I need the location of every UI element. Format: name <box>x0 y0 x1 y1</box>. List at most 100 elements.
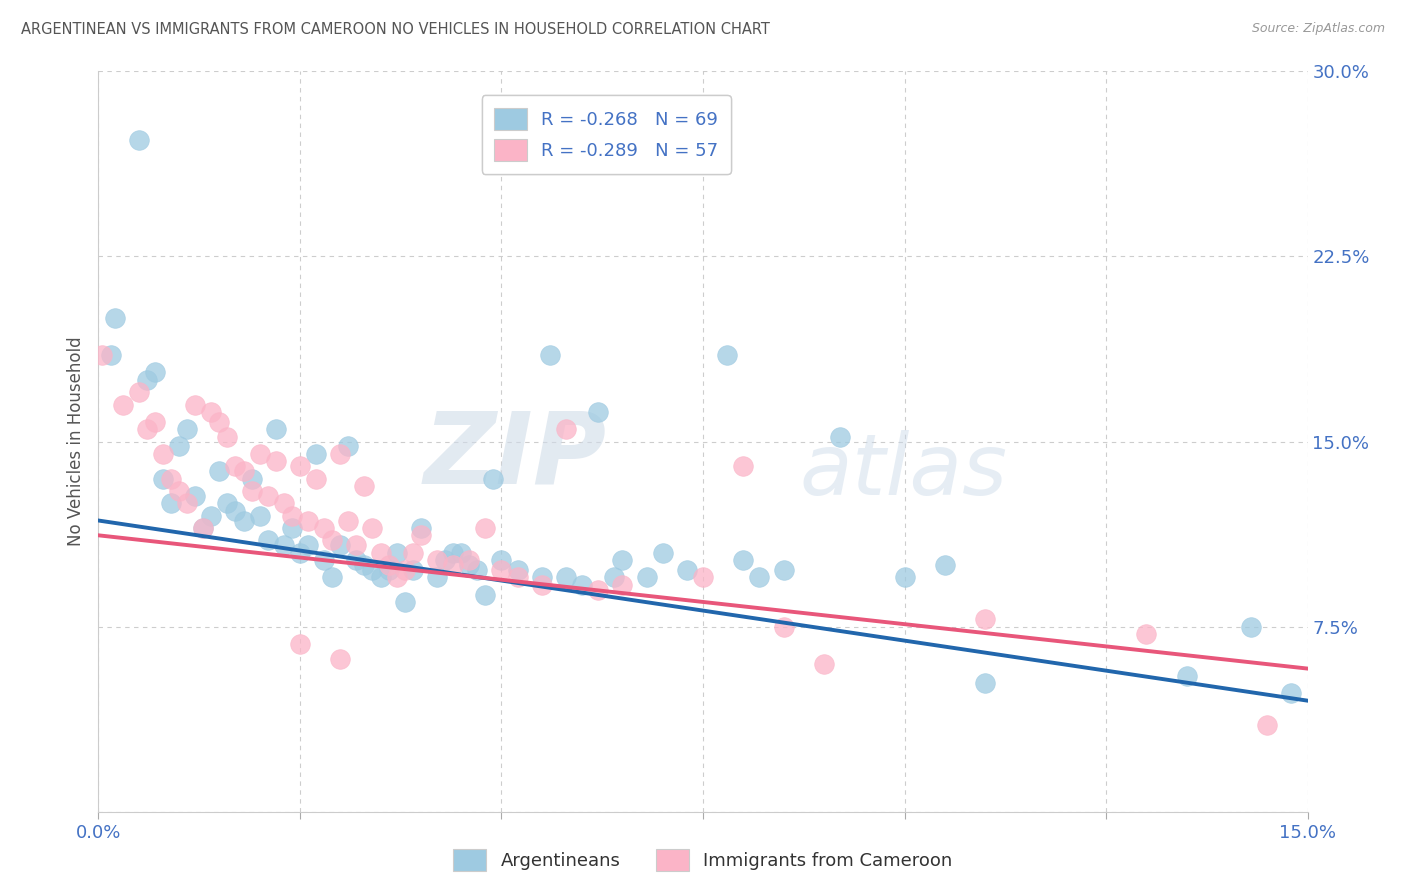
Point <box>128 385 150 400</box>
Point <box>224 503 246 517</box>
Point <box>314 521 336 535</box>
Point <box>458 553 481 567</box>
Point <box>394 563 416 577</box>
Point <box>828 429 851 443</box>
Point <box>337 514 360 528</box>
Legend: Argentineans, Immigrants from Cameroon: Argentineans, Immigrants from Cameroon <box>446 842 960 879</box>
Point <box>651 545 673 560</box>
Point <box>329 651 352 665</box>
Point <box>474 588 496 602</box>
Point <box>217 429 239 443</box>
Point <box>217 496 239 510</box>
Point <box>273 538 295 552</box>
Point <box>160 471 183 485</box>
Point <box>636 570 658 584</box>
Point <box>491 563 513 577</box>
Point <box>200 508 222 523</box>
Point <box>482 471 505 485</box>
Point <box>344 538 367 552</box>
Point <box>426 570 449 584</box>
Point <box>441 545 464 560</box>
Point <box>249 447 271 461</box>
Legend: R = -0.268   N = 69, R = -0.289   N = 57: R = -0.268 N = 69, R = -0.289 N = 57 <box>482 95 731 174</box>
Point <box>193 521 215 535</box>
Point <box>506 563 529 577</box>
Point <box>491 553 513 567</box>
Point <box>184 398 207 412</box>
Point <box>200 405 222 419</box>
Point <box>530 570 553 584</box>
Point <box>256 489 278 503</box>
Point <box>91 348 114 362</box>
Point <box>370 570 392 584</box>
Point <box>329 447 352 461</box>
Point <box>394 595 416 609</box>
Point <box>353 558 375 572</box>
Point <box>772 619 794 633</box>
Point <box>329 538 352 552</box>
Point <box>160 496 183 510</box>
Point <box>167 483 190 498</box>
Point <box>208 415 231 429</box>
Point <box>377 558 399 572</box>
Point <box>208 464 231 478</box>
Point <box>506 570 529 584</box>
Point <box>240 471 263 485</box>
Point <box>288 545 311 560</box>
Y-axis label: No Vehicles in Household: No Vehicles in Household <box>66 336 84 547</box>
Point <box>337 440 360 454</box>
Text: ARGENTINEAN VS IMMIGRANTS FROM CAMEROON NO VEHICLES IN HOUSEHOLD CORRELATION CHA: ARGENTINEAN VS IMMIGRANTS FROM CAMEROON … <box>21 22 770 37</box>
Point <box>1175 669 1198 683</box>
Point <box>772 563 794 577</box>
Point <box>297 514 319 528</box>
Point <box>344 553 367 567</box>
Point <box>692 570 714 584</box>
Point <box>441 558 464 572</box>
Point <box>240 483 263 498</box>
Point <box>152 471 174 485</box>
Point <box>143 366 166 380</box>
Text: atlas: atlas <box>800 430 1008 513</box>
Point <box>434 553 457 567</box>
Point <box>385 545 408 560</box>
Point <box>474 521 496 535</box>
Point <box>281 521 304 535</box>
Point <box>256 533 278 548</box>
Point <box>1256 718 1278 732</box>
Point <box>733 553 755 567</box>
Point <box>193 521 215 535</box>
Point <box>586 582 609 597</box>
Point <box>1281 686 1303 700</box>
Point <box>385 570 408 584</box>
Point <box>264 422 287 436</box>
Point <box>297 538 319 552</box>
Point <box>676 563 699 577</box>
Point <box>465 563 488 577</box>
Point <box>143 415 166 429</box>
Point <box>135 373 157 387</box>
Point <box>612 577 634 591</box>
Point <box>176 422 198 436</box>
Point <box>893 570 915 584</box>
Point <box>288 637 311 651</box>
Point <box>402 563 425 577</box>
Point <box>538 348 561 362</box>
Point <box>571 577 593 591</box>
Point <box>409 528 432 542</box>
Point <box>361 521 384 535</box>
Point <box>370 545 392 560</box>
Point <box>555 422 578 436</box>
Point <box>361 563 384 577</box>
Point <box>152 447 174 461</box>
Text: Source: ZipAtlas.com: Source: ZipAtlas.com <box>1251 22 1385 36</box>
Point <box>103 311 125 326</box>
Point <box>224 459 246 474</box>
Point <box>458 558 481 572</box>
Point <box>176 496 198 510</box>
Point <box>321 570 343 584</box>
Point <box>612 553 634 567</box>
Point <box>135 422 157 436</box>
Point <box>167 440 190 454</box>
Point <box>603 570 626 584</box>
Point <box>974 676 997 690</box>
